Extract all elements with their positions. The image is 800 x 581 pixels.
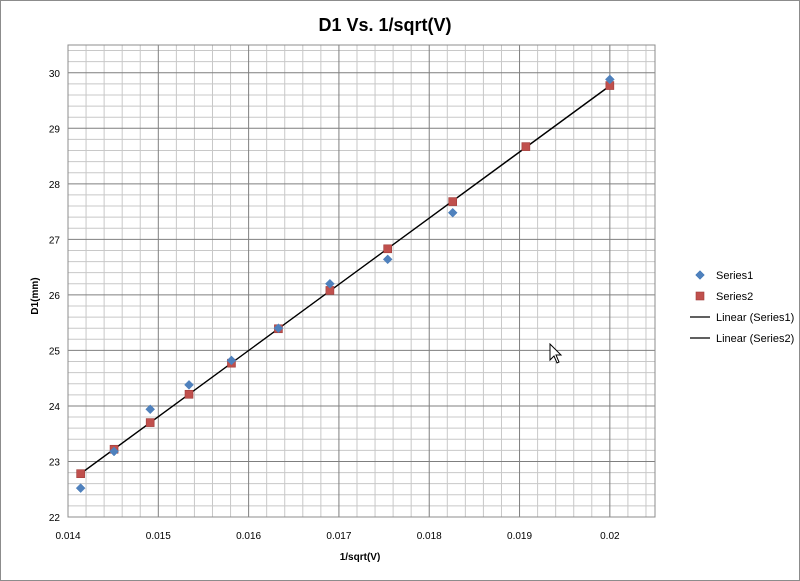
x-tick-label: 0.014 [55, 531, 80, 542]
legend-label: Series2 [716, 291, 753, 303]
series1-point [109, 446, 119, 457]
x-tick-label: 0.015 [146, 531, 171, 542]
y-tick-label: 24 [49, 402, 61, 413]
x-tick-label: 0.016 [236, 531, 261, 542]
series1-point [145, 404, 156, 415]
mouse-pointer-icon [549, 343, 563, 364]
legend-marker-series2 [695, 291, 705, 301]
legend-marker-series1 [695, 270, 705, 280]
x-axis-ticks: 0.014 0.015 0.016 0.017 0.018 0.019 0.02 [55, 531, 620, 542]
x-tick-label: 0.017 [326, 531, 351, 542]
x-tick-label: 0.019 [507, 531, 532, 542]
y-tick-label: 29 [49, 124, 61, 135]
series2-point [448, 197, 458, 206]
y-tick-label: 23 [49, 457, 61, 468]
x-tick-label: 0.018 [417, 531, 442, 542]
series1-point [273, 323, 284, 334]
trendlines [80, 85, 611, 475]
y-tick-label: 28 [49, 180, 61, 191]
y-tick-label: 30 [49, 69, 61, 80]
y-axis-title: D1(mm) [30, 277, 41, 314]
y-tick-label: 22 [49, 513, 61, 524]
chart-legend: Series1 Series2 Linear (Series1) Linear (Se… [690, 270, 794, 345]
series1-point [184, 379, 194, 390]
series1-point [604, 74, 615, 85]
y-tick-label: 26 [49, 291, 61, 302]
series2-point [76, 469, 85, 478]
legend-label: Series1 [716, 270, 753, 282]
series1-point [226, 355, 237, 366]
y-tick-label: 27 [49, 235, 61, 246]
series1-point [447, 207, 458, 218]
y-tick-label: 25 [49, 346, 61, 357]
series2-point [184, 389, 194, 399]
series1-point [325, 278, 335, 289]
y-axis-ticks: 22 23 24 25 26 27 28 29 30 [49, 69, 61, 524]
major-gridlines [67, 45, 655, 518]
trendline [80, 85, 611, 475]
chart-title: D1 Vs. 1/sqrt(V) [318, 15, 451, 35]
legend-label: Linear (Series2) [716, 333, 794, 345]
data-points [75, 74, 615, 493]
x-axis-title: 1/sqrt(V) [340, 552, 381, 563]
minor-gridlines [68, 45, 655, 517]
x-tick-label: 0.02 [600, 531, 620, 542]
plot-area [67, 44, 656, 518]
series1-point [382, 254, 393, 265]
series2-point [521, 142, 531, 151]
series2-point [145, 418, 155, 427]
series1-point [75, 483, 86, 493]
legend-label: Linear (Series1) [716, 312, 794, 324]
series2-point [383, 244, 392, 254]
